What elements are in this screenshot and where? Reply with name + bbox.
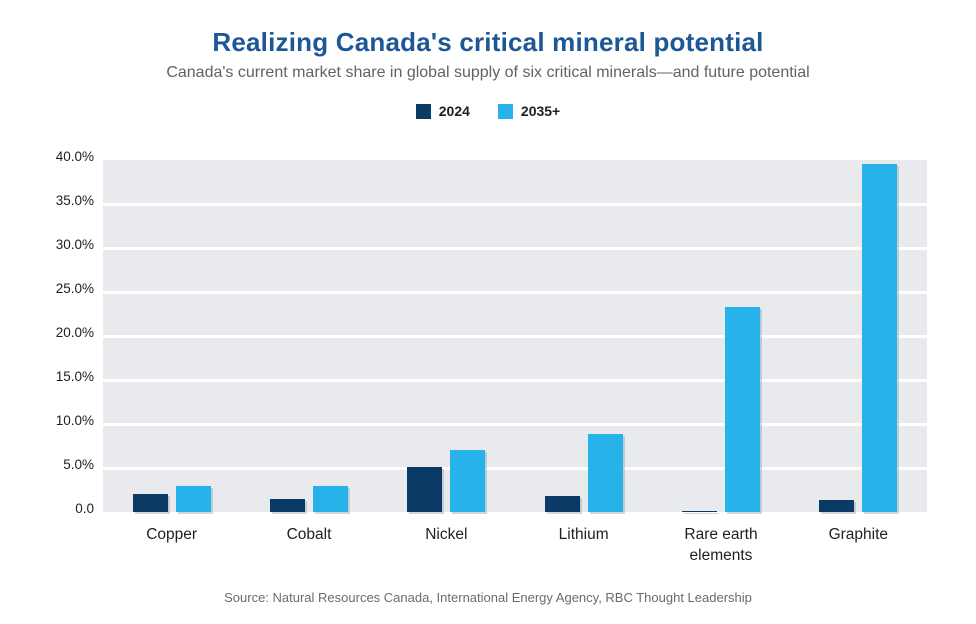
x-label-cobalt: Cobalt [286,526,332,543]
bar-2035-copper [175,485,211,512]
bar-group-nickel [378,160,515,512]
chart-title: Realizing Canada's critical mineral pote… [212,27,764,57]
gridline-5pct [103,466,927,470]
bar-group-rare-earth-elements [652,160,789,512]
legend-item-2024: 2024 [415,103,470,119]
bar-2035-cobalt [312,485,348,512]
legend-label-2024: 2024 [438,103,470,119]
legend-item-2035: 2035+ [497,103,561,119]
legend-swatch-2024 [415,103,431,119]
bar-2035-rare-earth-elements [724,306,760,512]
x-label-nickel: Nickel [425,526,468,543]
y-tick-label: 30.0% [55,237,94,252]
y-tick-label: 0.0 [75,501,94,516]
y-tick-label: 20.0% [55,325,94,340]
y-tick-label: 5.0% [63,457,94,472]
bar-2035-graphite [862,164,898,512]
gridline-20pct [103,334,927,338]
gridline-10pct [103,422,927,426]
plot-area [103,160,927,512]
bar-2024-cobalt [269,498,305,512]
legend-swatch-2035 [497,103,513,119]
bar-group-copper [103,160,240,512]
bar-group-cobalt [240,160,377,512]
gridline-25pct [103,290,927,294]
x-label-copper: Copper [146,526,198,543]
x-axis-category-labels: Copper Cobalt Nickel Lithium Rare earth elem… [103,524,927,570]
bar-group-lithium [515,160,652,512]
legend: 2024 2035+ [0,103,976,119]
x-label-graphite: Graphite [828,526,889,543]
source-note: Source: Natural Resources Canada, Intern… [224,590,752,605]
y-tick-label: 40.0% [55,149,94,164]
x-label-lithium: Lithium [558,526,609,543]
chart-subtitle: Canada's current market share in global … [166,64,810,81]
y-tick-label: 35.0% [55,193,94,208]
y-tick-label: 15.0% [55,369,94,384]
bar-2024-copper [132,493,168,512]
bar-2024-nickel [407,467,443,512]
bar-2024-lithium [544,496,580,512]
bar-2035-nickel [450,449,486,512]
gridline-30pct [103,246,927,250]
y-axis-tick-labels: 40.0% 35.0% 30.0% 25.0% 20.0% 15.0% 10.0% 5.0% 0… [0,150,94,516]
legend-label-2035: 2035+ [520,103,561,119]
bar-2024-graphite [819,499,855,512]
x-label-rare-earth-elements: Rare earth elements [684,526,758,564]
y-tick-label: 25.0% [55,281,94,296]
bar-2035-lithium [587,433,623,512]
y-tick-label: 10.0% [55,413,94,428]
gridline-35pct [103,202,927,206]
gridline-15pct [103,378,927,382]
bar-group-graphite [790,160,927,512]
bar-2024-rare-earth-elements [681,511,717,512]
